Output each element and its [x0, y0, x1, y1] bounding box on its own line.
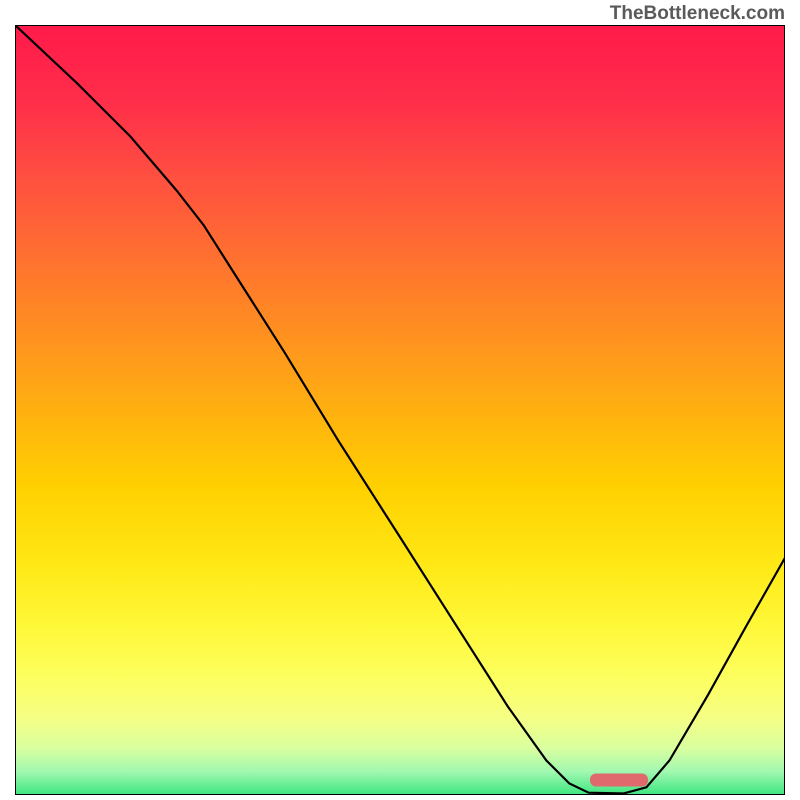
chart-curve	[15, 25, 785, 795]
bottleneck-curve-path	[15, 25, 785, 794]
optimal-range-marker	[590, 773, 648, 786]
watermark-text: TheBottleneck.com	[610, 3, 785, 25]
chart-border	[15, 25, 785, 795]
chart-plot-area	[15, 25, 785, 795]
